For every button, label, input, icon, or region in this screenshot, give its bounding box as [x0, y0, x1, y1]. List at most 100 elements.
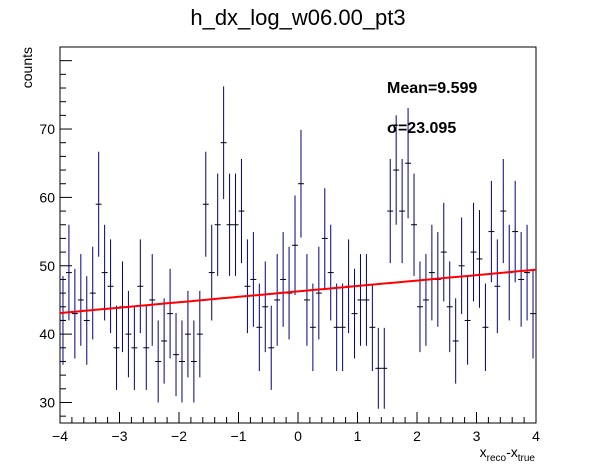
data-point [524, 224, 531, 321]
x-tick-label: 3 [473, 428, 481, 444]
data-point [292, 195, 298, 296]
data-point [83, 276, 90, 365]
data-point [476, 210, 483, 308]
plot-frame [59, 46, 537, 424]
data-point [268, 305, 275, 390]
y-tick-label: 30 [39, 394, 55, 410]
data-point [351, 268, 358, 359]
x-tick-label: −3 [112, 428, 128, 444]
data-point [202, 151, 209, 257]
x-tick-label: 1 [354, 428, 362, 444]
x-tick-label: −4 [52, 428, 68, 444]
data-point [65, 224, 72, 321]
data-point [208, 224, 215, 321]
data-point [125, 290, 132, 378]
data-point [411, 173, 417, 276]
data-point [89, 246, 96, 340]
data-point [60, 276, 66, 365]
x-axis-label: xreco-xtrue [480, 444, 536, 464]
data-point [298, 129, 304, 238]
data-point [196, 290, 203, 378]
data-point [363, 254, 370, 346]
data-point [417, 261, 423, 353]
plot-area [59, 46, 537, 424]
data-point [440, 202, 447, 302]
data-point [381, 327, 388, 409]
data-point [512, 180, 519, 283]
y-tick-label: 60 [39, 189, 55, 205]
chart-title: h_dx_log_w06.00_pt3 [190, 5, 405, 30]
data-point [464, 276, 471, 365]
data-point [482, 283, 489, 372]
stat-mean: Mean=9.599 [387, 80, 477, 97]
data-series [60, 86, 536, 409]
data-point [107, 239, 114, 334]
data-point [518, 232, 525, 327]
data-point [95, 151, 102, 257]
data-point [280, 232, 287, 327]
data-point [173, 313, 179, 397]
data-point [393, 115, 400, 225]
y-tick-label: 40 [39, 326, 55, 342]
data-point [238, 159, 245, 264]
x-tick-label: 4 [532, 428, 540, 444]
data-point [333, 283, 340, 372]
x-tick-label: 2 [413, 428, 421, 444]
data-point [155, 320, 162, 403]
data-point [137, 239, 144, 334]
data-point [458, 217, 465, 315]
data-point [232, 173, 239, 276]
data-point [422, 254, 429, 346]
fit-line [59, 268, 537, 315]
data-point [327, 224, 334, 321]
data-point [303, 254, 310, 346]
data-point [190, 320, 197, 403]
data-point [470, 202, 477, 302]
data-point [339, 283, 346, 372]
data-point [500, 159, 507, 264]
data-point [149, 254, 156, 346]
data-point [369, 283, 376, 372]
data-point [399, 159, 406, 264]
data-point [167, 268, 174, 359]
data-point [220, 86, 227, 200]
data-point [452, 298, 459, 384]
data-point [71, 268, 78, 359]
data-point [131, 305, 138, 390]
fit-curve [59, 268, 537, 315]
y-tick-label: 50 [39, 258, 55, 274]
y-axis: 30 40 50 60 70 [39, 46, 72, 417]
data-point [274, 254, 281, 346]
data-point [161, 298, 168, 384]
data-point [262, 261, 269, 353]
data-point [530, 268, 536, 359]
data-point [321, 188, 328, 289]
data-point [428, 224, 435, 321]
data-point [256, 283, 263, 372]
y-axis-label: counts [19, 47, 35, 88]
data-point [113, 305, 120, 390]
x-tick-label: −2 [171, 428, 187, 444]
data-point [387, 159, 394, 264]
data-point [250, 232, 257, 327]
data-point [405, 108, 412, 219]
data-point [315, 246, 322, 340]
y-tick-label: 70 [39, 121, 55, 137]
data-point [446, 261, 453, 353]
data-point [488, 180, 495, 283]
data-point [179, 320, 185, 403]
data-point [226, 173, 233, 276]
data-point [375, 327, 382, 409]
data-point [143, 305, 150, 390]
x-tick-label: −1 [231, 428, 247, 444]
data-point [357, 254, 364, 346]
data-point [77, 254, 84, 346]
data-point [494, 239, 501, 334]
data-point [309, 283, 316, 372]
data-point [214, 173, 221, 276]
x-tick-label: 0 [294, 428, 302, 444]
x-axis: −4 −3 −2 −1 0 1 2 3 4 [52, 412, 540, 444]
data-point [101, 224, 108, 321]
data-point [244, 239, 251, 334]
